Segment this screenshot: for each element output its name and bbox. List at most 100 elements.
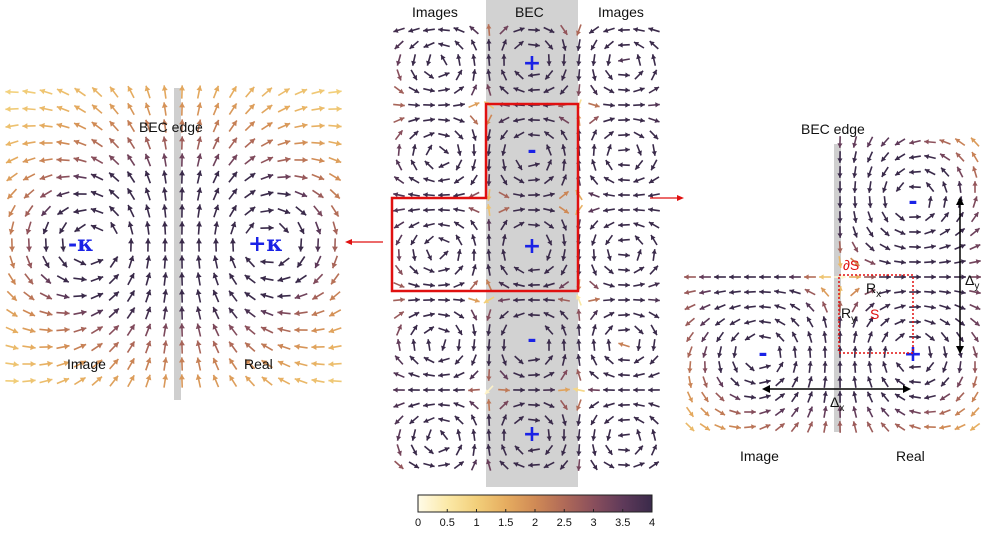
left-field-arrow-head [328,344,334,351]
center-field-arrow-head [594,102,600,108]
left-field-arrow-head [283,88,290,94]
center-field-arrow-head [486,414,492,419]
right-field-arrow-head [729,289,734,295]
left-field-arrow-head [179,374,185,380]
right-field-arrow-head [822,301,827,307]
arrow-to-left-head [345,239,352,245]
center-field-arrow-head [625,447,630,453]
right-field-arrow-head [837,421,843,426]
left-field-arrow-head [90,224,97,230]
center-field-arrow-head [561,420,567,426]
right-field-arrow-head [973,196,978,202]
center-field-arrow-head [454,40,460,46]
left-field-arrow-head [39,140,45,146]
center-field-arrow-head [561,339,567,344]
left-image-label: Image [67,356,106,372]
center-field-arrow-head [412,450,417,456]
center-field-arrow-head [548,419,553,425]
center-field-arrow-head [408,177,415,182]
center-field-arrow-head [618,207,623,213]
center-field-arrow-head [618,177,623,183]
center-field-arrow-head [633,207,638,213]
right-field-arrow-head [744,289,749,295]
center-field-arrow-head [549,403,555,408]
left-field-arrow-head [214,154,220,160]
left-field-arrow-head [74,105,81,111]
center-field-arrow-head [486,151,492,156]
center-field-arrow-head [470,179,476,185]
right-field-arrow-head [837,263,843,268]
center-field-arrow-head [648,27,654,32]
center-field-arrow-head [444,462,450,468]
center-field-arrow-head [414,117,420,123]
left-field-arrow-head [59,227,65,234]
right-field-arrow-head [896,362,902,368]
right-field-arrow-head [867,188,873,193]
left-field-arrow-head [127,188,133,195]
left-field-arrow-head [301,191,308,198]
right-field-arrow-head [751,424,756,430]
right-field-arrow-head [837,391,843,396]
right-field-arrow-head [931,304,936,310]
center-field-arrow-head [651,429,657,435]
colorbar-tick-label: 0.5 [440,517,455,529]
left-field-arrow-head [267,156,273,162]
left-field-arrow-head [97,292,104,299]
center-field-arrow-head [454,178,460,184]
center-field-arrow-head [561,241,567,246]
center-field-arrow-head [637,150,642,156]
left-field-arrow-head [13,378,19,384]
right-field-arrow-head [732,352,738,358]
center-sign-5: + [523,422,541,447]
colorbar-tick-label: 2 [532,517,538,529]
center-field-arrow-head [607,325,613,331]
right-field-arrow-head [774,319,780,324]
center-field-arrow-head [486,249,492,254]
center-field-arrow-head [561,144,567,150]
left-field-arrow-head [144,187,151,194]
left-field-arrow-head [213,221,220,227]
right-field-arrow-head [792,361,798,367]
right-field-arrow-head [900,319,906,324]
right-field-arrow-head [946,289,951,295]
center-field-arrow-head [514,445,520,451]
left-field-arrow-head [283,227,289,233]
center-field-arrow-head [397,324,402,330]
arrow-to-right-head [677,195,684,201]
center-field-arrow-head [486,264,492,270]
left-field-arrow-head [179,255,185,261]
left-field-arrow-head [45,277,51,284]
center-field-arrow-head [458,86,464,92]
center-field-arrow-head [607,144,612,150]
center-field-arrow-head [535,387,540,393]
left-field-arrow-head [113,342,119,348]
left-field-arrow-head [335,157,342,164]
right-field-arrow-head [856,274,861,280]
center-field-arrow-head [588,208,594,213]
center-field-arrow-head [591,354,596,360]
left-field-arrow-head [128,238,134,244]
left-field-arrow-head [179,170,185,176]
right-field-arrow-head [765,394,771,400]
center-field-arrow-head [637,249,642,255]
center-field-arrow-head [535,417,540,423]
center-field-arrow-head [653,134,659,140]
left-field-arrow-head [74,122,80,128]
right-field-arrow-head [931,274,936,280]
left-field-arrow-head [261,376,268,383]
delta-x-arrowhead-right [903,385,911,393]
left-field-arrow-head [277,326,284,333]
center-field-arrow-head [535,27,540,33]
left-field-arrow-head [129,324,135,331]
right-field-arrow-head [924,394,930,400]
right-field-arrow-head [916,289,921,295]
center-field-arrow-head [456,54,462,59]
right-field-arrow-head [974,228,980,234]
center-field-arrow-head [453,192,459,198]
left-field-arrow-head [47,344,53,350]
center-field-arrow-head [426,339,432,344]
center-field-arrow-head [445,117,450,123]
left-field-arrow-head [179,153,185,159]
left-field-arrow-head [80,260,86,266]
right-field-arrow-head [837,376,843,381]
